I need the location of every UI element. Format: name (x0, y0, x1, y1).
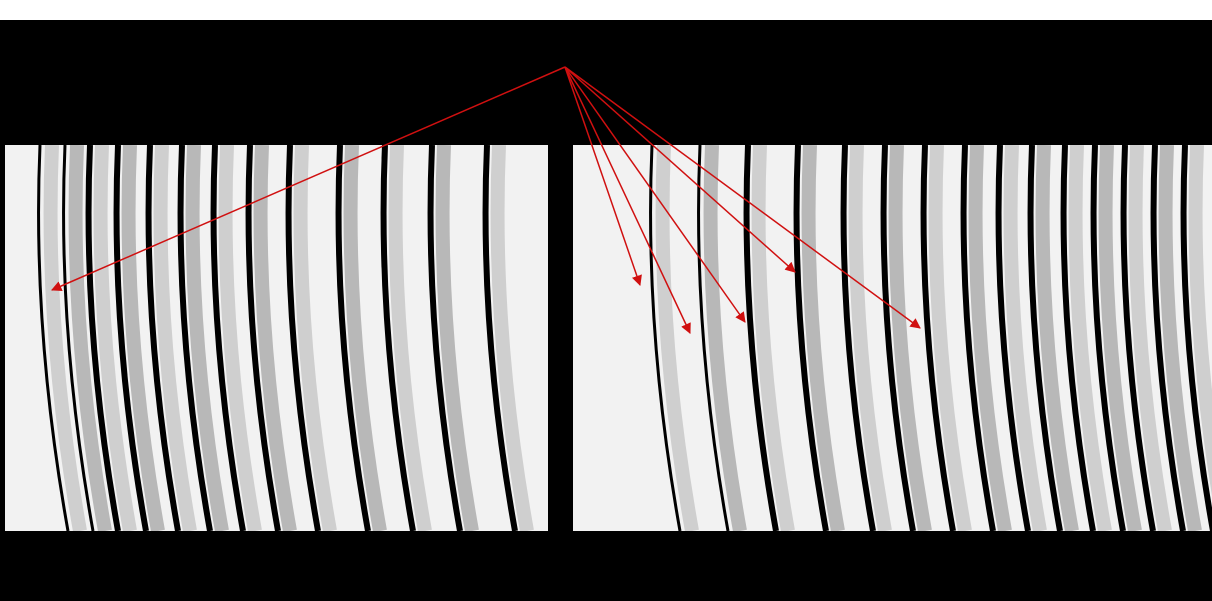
left-arcs (37, 145, 534, 531)
arrows (51, 66, 921, 334)
spectral-line (335, 145, 371, 531)
spectral-line (245, 145, 281, 531)
spectral-line (427, 145, 463, 531)
spectral-line (85, 145, 121, 531)
band (703, 145, 747, 531)
band (801, 145, 845, 531)
band (968, 145, 1012, 531)
spectral-line (1180, 145, 1212, 531)
band (218, 145, 262, 531)
spectral-line (380, 145, 416, 531)
spectral-line (1090, 145, 1126, 531)
band (490, 145, 534, 531)
band (153, 145, 197, 531)
arrow (564, 66, 746, 323)
band (68, 145, 112, 531)
band (1188, 145, 1212, 497)
spectral-line (793, 145, 829, 531)
arrow (51, 66, 566, 292)
band (928, 145, 972, 531)
spectral-line (1120, 145, 1156, 531)
spectral-line (649, 145, 682, 531)
spectral-line (62, 145, 95, 531)
spectral-line (177, 145, 213, 531)
arrow (564, 66, 921, 329)
band (1098, 145, 1142, 531)
band (1068, 145, 1112, 531)
band (43, 145, 87, 531)
spectral-line (285, 145, 321, 531)
band (1035, 145, 1079, 531)
band (93, 145, 137, 531)
spectral-line (743, 145, 779, 531)
band (888, 145, 932, 531)
spectral-line (1027, 145, 1063, 531)
spectral-line (1150, 145, 1186, 531)
band (343, 145, 387, 531)
right-arcs (649, 145, 1212, 531)
band (253, 145, 297, 531)
band (655, 145, 699, 531)
band (1128, 145, 1172, 531)
spectral-line (960, 145, 996, 531)
spectral-line (145, 145, 181, 531)
spectral-line (1060, 145, 1096, 531)
arrow (564, 66, 691, 334)
spectral-line (880, 145, 916, 531)
band (1003, 145, 1047, 531)
spectral-line (920, 145, 956, 531)
band (293, 145, 337, 531)
arrow (564, 66, 796, 273)
spectral-line (482, 145, 518, 531)
band (121, 145, 165, 531)
band (751, 145, 795, 531)
spectral-line (697, 145, 730, 531)
band (435, 145, 479, 531)
spectral-line (840, 145, 876, 531)
arrow (564, 66, 642, 286)
spectral-line (995, 145, 1031, 531)
band (1158, 145, 1202, 531)
spectral-line (37, 145, 70, 531)
spectral-line (113, 145, 149, 531)
spectral-line (210, 145, 246, 531)
band (848, 145, 892, 531)
band (388, 145, 432, 531)
band (185, 145, 229, 531)
